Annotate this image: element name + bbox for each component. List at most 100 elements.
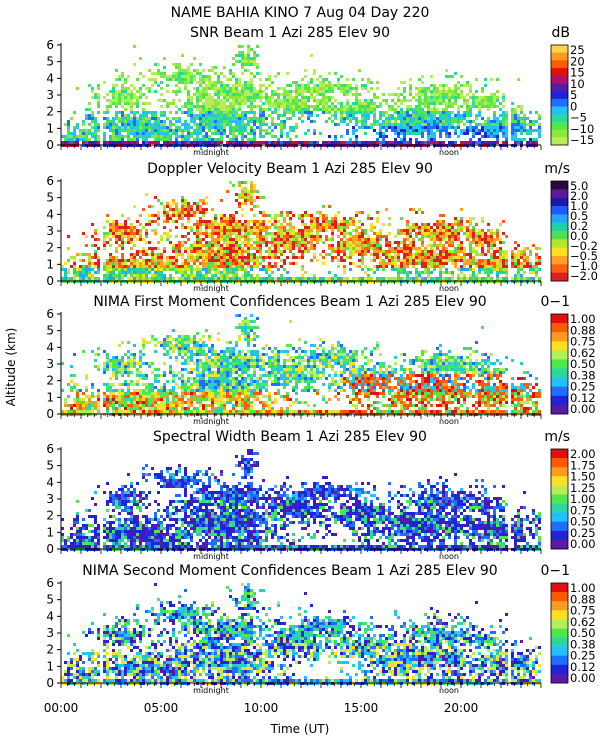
heatmap-cell xyxy=(280,223,283,226)
heatmap-cell xyxy=(442,126,445,129)
heatmap-cell xyxy=(445,226,448,229)
heatmap-cell xyxy=(103,262,106,265)
heatmap-cell xyxy=(112,141,115,144)
heatmap-cell xyxy=(223,256,226,259)
heatmap-cell xyxy=(247,81,250,84)
heatmap-cell xyxy=(148,135,151,138)
heatmap-cell xyxy=(310,87,313,90)
heatmap-cell xyxy=(469,223,472,226)
heatmap-cell xyxy=(346,129,349,132)
heatmap-cell xyxy=(463,259,466,262)
heatmap-cell xyxy=(259,232,262,235)
heatmap-cell xyxy=(235,250,238,253)
heatmap-cell xyxy=(334,223,337,226)
heatmap-cell xyxy=(358,265,361,268)
heatmap-cell xyxy=(277,241,280,244)
heatmap-cell xyxy=(301,214,304,217)
heatmap-cell xyxy=(94,244,97,247)
heatmap-cell xyxy=(184,126,187,129)
heatmap-cell xyxy=(145,123,148,126)
heatmap-cell xyxy=(415,117,418,120)
heatmap-cell xyxy=(238,99,241,102)
heatmap-cell xyxy=(211,120,214,123)
heatmap-cell xyxy=(334,247,337,250)
heatmap-cell xyxy=(70,410,73,413)
heatmap-cell xyxy=(214,229,217,232)
heatmap-cell xyxy=(304,84,307,87)
heatmap-cell xyxy=(421,232,424,235)
heatmap-cell xyxy=(223,220,226,223)
heatmap-cell xyxy=(79,389,82,392)
heatmap-cell xyxy=(199,138,202,141)
heatmap-cell xyxy=(103,274,106,277)
heatmap-cell xyxy=(145,138,148,141)
heatmap-cell xyxy=(322,87,325,90)
heatmap-cell xyxy=(364,114,367,117)
heatmap-cell xyxy=(352,114,355,117)
heatmap-cell xyxy=(142,120,145,123)
heatmap-cell xyxy=(337,241,340,244)
heatmap-cell xyxy=(376,238,379,241)
heatmap-cell xyxy=(220,199,223,202)
heatmap-cell xyxy=(154,214,157,217)
heatmap-cell xyxy=(187,208,190,211)
heatmap-cell xyxy=(127,114,130,117)
heatmap-cell xyxy=(262,135,265,138)
heatmap-cell xyxy=(271,241,274,244)
heatmap-cell xyxy=(208,102,211,105)
heatmap-cell xyxy=(421,132,424,135)
heatmap-cell xyxy=(217,111,220,114)
heatmap-cell xyxy=(373,247,376,250)
heatmap-cell xyxy=(214,268,217,271)
heatmap-cell xyxy=(223,268,226,271)
heatmap-cell xyxy=(259,111,262,114)
heatmap-cell xyxy=(94,138,97,141)
heatmap-cell xyxy=(469,244,472,247)
heatmap-cell xyxy=(184,111,187,114)
heatmap-cell xyxy=(490,96,493,99)
heatmap-cell xyxy=(484,262,487,265)
heatmap-cell xyxy=(208,108,211,111)
heatmap-cell xyxy=(241,193,244,196)
heatmap-cell xyxy=(163,208,166,211)
heatmap-cell xyxy=(247,256,250,259)
heatmap-cell xyxy=(385,111,388,114)
heatmap-cell xyxy=(421,250,424,253)
heatmap-cell xyxy=(424,259,427,262)
heatmap-cell xyxy=(304,226,307,229)
heatmap-cell xyxy=(367,102,370,105)
heatmap-cell xyxy=(361,250,364,253)
heatmap-cell xyxy=(175,265,178,268)
heatmap-cell xyxy=(490,235,493,238)
heatmap-cell xyxy=(175,120,178,123)
heatmap-cell xyxy=(397,135,400,138)
heatmap-cell xyxy=(430,250,433,253)
heatmap-cell xyxy=(406,114,409,117)
heatmap-cell xyxy=(421,223,424,226)
heatmap-cell xyxy=(421,256,424,259)
heatmap-cell xyxy=(382,277,385,280)
heatmap-cell xyxy=(388,120,391,123)
heatmap-cell xyxy=(202,253,205,256)
heatmap-cell xyxy=(142,84,145,87)
heatmap-cell xyxy=(103,111,106,114)
heatmap-cell xyxy=(160,277,163,280)
heatmap-cell xyxy=(190,208,193,211)
heatmap-cell xyxy=(184,277,187,280)
heatmap-cell xyxy=(232,268,235,271)
heatmap-cell xyxy=(469,232,472,235)
heatmap-cell xyxy=(247,87,250,90)
heatmap-cell xyxy=(235,232,238,235)
heatmap-cell xyxy=(241,202,244,205)
heatmap-cell xyxy=(250,247,253,250)
heatmap-cell xyxy=(130,102,133,105)
heatmap-cell xyxy=(274,247,277,250)
heatmap-cell xyxy=(142,108,145,111)
heatmap-cell xyxy=(361,126,364,129)
heatmap-cell xyxy=(430,96,433,99)
heatmap-cell xyxy=(196,208,199,211)
heatmap-cell xyxy=(337,250,340,253)
heatmap-cell xyxy=(205,126,208,129)
heatmap-cell xyxy=(205,220,208,223)
heatmap-cell xyxy=(301,244,304,247)
